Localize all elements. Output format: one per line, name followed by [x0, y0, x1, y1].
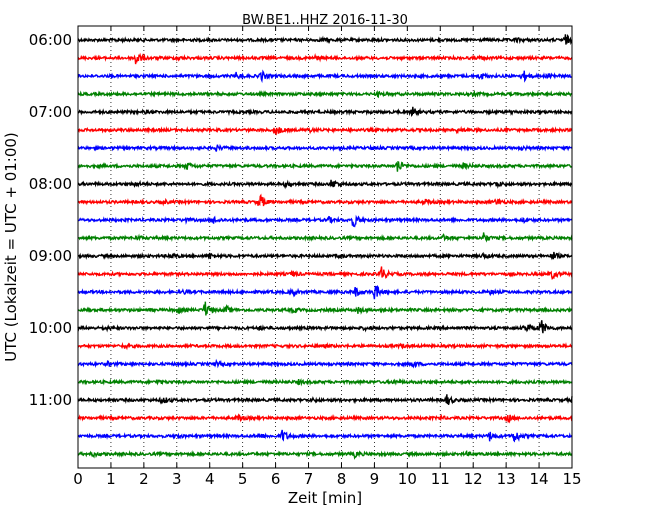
seismic-trace: [77, 106, 573, 117]
trace-line: [77, 34, 573, 46]
trace-line: [77, 143, 573, 152]
plot-frame: [77, 25, 573, 469]
seismic-trace: [77, 143, 573, 152]
seismic-trace: [77, 52, 573, 65]
trace-line: [77, 320, 573, 334]
trace-line: [77, 251, 573, 261]
seismic-trace: [77, 214, 573, 228]
trace-line: [77, 301, 573, 316]
x-tick-label: 13: [497, 470, 516, 488]
trace-line: [77, 125, 573, 136]
x-tick-label: 10: [398, 470, 417, 488]
trace-line: [77, 161, 573, 172]
trace-line: [77, 179, 573, 190]
trace-line: [77, 449, 573, 460]
seismic-trace: [77, 341, 573, 351]
y-tick-label: 09:00: [29, 247, 72, 265]
seismic-trace: [77, 320, 573, 334]
seismic-trace: [77, 358, 573, 369]
trace-line: [77, 413, 573, 424]
trace-group: [77, 34, 573, 460]
x-tick-label: 14: [530, 470, 549, 488]
x-tick-label: 7: [304, 470, 314, 488]
seismic-trace: [77, 413, 573, 424]
y-axis: 06:00 07:00 08:00 09:00 10:00 11:00: [29, 31, 572, 409]
x-tick-label: 8: [337, 470, 347, 488]
x-tick-label: 2: [139, 470, 149, 488]
seismic-trace: [77, 34, 573, 46]
x-tick-label: 5: [238, 470, 248, 488]
seismic-trace: [77, 179, 573, 190]
trace-line: [77, 89, 573, 99]
trace-line: [77, 193, 573, 207]
seismic-trace: [77, 284, 573, 300]
trace-line: [77, 106, 573, 117]
trace-line: [77, 52, 573, 65]
trace-line: [77, 232, 573, 243]
seismic-trace: [77, 429, 573, 443]
seismic-trace: [77, 232, 573, 243]
trace-line: [77, 284, 573, 300]
x-tick-label: 1: [106, 470, 116, 488]
x-tick-label: 9: [370, 470, 380, 488]
seismic-trace: [77, 193, 573, 207]
x-tick-label: 12: [464, 470, 483, 488]
trace-line: [77, 69, 573, 84]
y-tick-label: 11:00: [29, 391, 72, 409]
seismic-trace: [77, 125, 573, 136]
trace-line: [77, 394, 573, 405]
x-tick-label: 4: [205, 470, 215, 488]
trace-line: [77, 214, 573, 228]
vertical-grid: [110, 26, 540, 468]
trace-line: [77, 266, 573, 280]
seismic-trace: [77, 161, 573, 172]
chart-title: BW.BE1..HHZ 2016-11-30: [242, 13, 408, 28]
seismic-trace: [77, 89, 573, 99]
trace-line: [77, 341, 573, 351]
x-axis-label: Zeit [min]: [288, 489, 362, 507]
x-axis: 0 1 2 3 4 5 6 7 8 9 10 11 12 13 14 15: [73, 26, 582, 488]
trace-line: [77, 378, 573, 387]
x-tick-label: 15: [562, 470, 581, 488]
trace-line: [77, 429, 573, 443]
y-axis-label: UTC (Lokalzeit = UTC + 01:00): [2, 132, 20, 362]
x-tick-label: 11: [431, 470, 450, 488]
seismic-trace: [77, 449, 573, 460]
trace-line: [77, 358, 573, 369]
y-tick-label: 06:00: [29, 31, 72, 49]
seismic-trace: [77, 301, 573, 316]
y-tick-label: 08:00: [29, 175, 72, 193]
x-tick-label: 3: [172, 470, 182, 488]
y-tick-label: 07:00: [29, 103, 72, 121]
seismic-trace: [77, 69, 573, 84]
y-tick-label: 10:00: [29, 319, 72, 337]
seismic-trace: [77, 266, 573, 280]
x-tick-label: 0: [73, 470, 83, 488]
seismic-trace: [77, 251, 573, 261]
seismic-trace: [77, 378, 573, 387]
seismic-trace: [77, 394, 573, 405]
x-tick-label: 6: [271, 470, 281, 488]
